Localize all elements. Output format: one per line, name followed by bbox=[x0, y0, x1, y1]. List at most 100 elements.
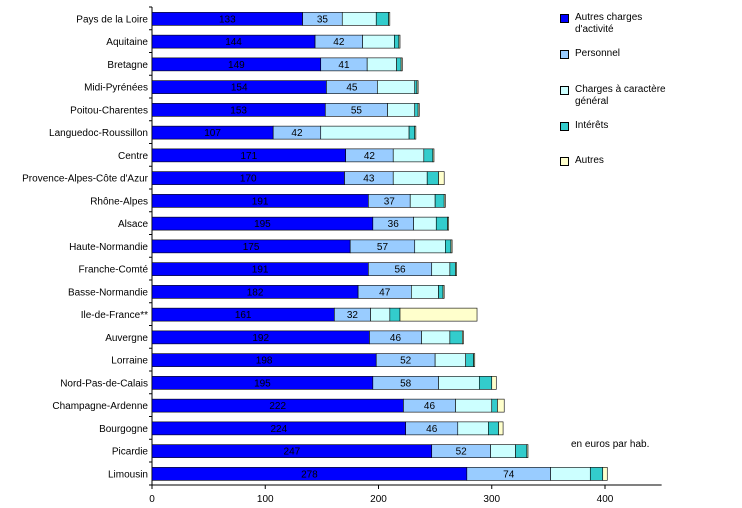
bar-segment bbox=[443, 194, 446, 208]
data-label: 224 bbox=[270, 424, 287, 435]
category-label: Centre bbox=[118, 151, 148, 162]
bar-segment bbox=[438, 376, 480, 390]
category-label: Poitou-Charentes bbox=[70, 105, 148, 116]
bar-segment bbox=[473, 353, 476, 367]
bar-segment bbox=[320, 125, 410, 140]
data-label: 154 bbox=[231, 83, 248, 94]
bar-segment bbox=[362, 34, 395, 49]
data-label: 52 bbox=[400, 356, 412, 367]
bar-segment bbox=[497, 398, 505, 413]
legend-label: Intérêts bbox=[575, 120, 609, 131]
bar-segment bbox=[490, 444, 516, 458]
bar-segment bbox=[449, 262, 456, 276]
bar-segment bbox=[399, 307, 478, 322]
bar-segment bbox=[438, 285, 444, 299]
x-tick-label: 200 bbox=[370, 494, 387, 505]
bar-segment bbox=[445, 239, 452, 254]
bar-segment bbox=[450, 239, 453, 254]
x-tick-label: 0 bbox=[149, 494, 155, 505]
bar-segment bbox=[465, 353, 474, 367]
data-label: 149 bbox=[228, 60, 245, 71]
bar-segment bbox=[447, 216, 450, 231]
category-label: Limousin bbox=[108, 469, 148, 480]
data-label: 47 bbox=[379, 287, 391, 298]
bar-segment bbox=[421, 330, 451, 345]
bar-segment bbox=[411, 285, 439, 299]
data-label: 198 bbox=[256, 356, 273, 367]
bar-segment bbox=[478, 376, 493, 390]
category-label: Ile-de-France** bbox=[81, 310, 148, 321]
legend-label: Charges à caractère général bbox=[575, 84, 666, 107]
legend-label: Autres bbox=[575, 155, 604, 166]
bar-segment bbox=[423, 148, 434, 163]
legend-swatch bbox=[560, 86, 569, 95]
bar-segment bbox=[414, 239, 446, 254]
bar-segment bbox=[589, 467, 604, 481]
data-label: 191 bbox=[252, 265, 269, 276]
bar-segment bbox=[392, 171, 428, 185]
data-label: 36 bbox=[388, 219, 400, 230]
bar-segment bbox=[370, 307, 391, 322]
legend-item-autres: Autres bbox=[560, 155, 604, 167]
data-label: 43 bbox=[363, 174, 375, 185]
legend-swatch bbox=[560, 157, 569, 166]
bar-segment bbox=[449, 330, 463, 345]
bar-segment bbox=[400, 57, 403, 72]
data-label: 247 bbox=[284, 447, 301, 458]
legend-swatch bbox=[560, 14, 569, 23]
data-label: 41 bbox=[338, 60, 350, 71]
data-label: 42 bbox=[291, 128, 303, 139]
bar-segment bbox=[341, 12, 377, 26]
data-label: 175 bbox=[243, 242, 260, 253]
data-label: 192 bbox=[252, 333, 269, 344]
bar-segment bbox=[438, 171, 445, 185]
category-label: Nord-Pas-de-Calais bbox=[60, 378, 148, 389]
category-label: Picardie bbox=[112, 447, 149, 458]
category-labels: Pays de la Loire Aquitaine Bretagne Midi-Py… bbox=[22, 14, 149, 480]
bar-segment bbox=[414, 103, 419, 117]
data-label: 278 bbox=[301, 469, 318, 480]
legend-item-personnel: Personnel bbox=[560, 48, 620, 60]
data-label: 42 bbox=[333, 37, 345, 48]
category-label: Languedoc-Roussillon bbox=[49, 128, 148, 139]
legend-item-autres-charges: Autres charges d'activité bbox=[560, 12, 675, 36]
bar-segment bbox=[426, 171, 439, 185]
category-label: Midi-Pyrénées bbox=[84, 83, 148, 94]
data-label: 46 bbox=[424, 401, 436, 412]
x-tick-label: 400 bbox=[597, 494, 614, 505]
data-label: 55 bbox=[351, 105, 363, 116]
legend-item-interets: Intérêts bbox=[560, 120, 608, 132]
bar-segment bbox=[409, 194, 436, 208]
data-label: 144 bbox=[225, 37, 242, 48]
data-label: 74 bbox=[503, 469, 515, 480]
bar-segment bbox=[442, 285, 445, 299]
bar-segment bbox=[417, 103, 420, 117]
bar-segment bbox=[377, 80, 416, 94]
category-label: Champagne-Ardenne bbox=[52, 401, 148, 412]
data-label: 45 bbox=[346, 83, 358, 94]
data-label: 37 bbox=[384, 196, 396, 207]
legend-label: Personnel bbox=[575, 48, 621, 59]
bar-segment bbox=[498, 421, 504, 436]
bar-segment bbox=[435, 216, 448, 231]
legend-item-charges-generales: Charges à caractère général bbox=[560, 84, 685, 108]
bar-segment bbox=[416, 80, 419, 94]
data-label: 161 bbox=[235, 310, 252, 321]
bar-segment bbox=[414, 80, 418, 94]
category-label: Provence-Alpes-Côte d'Azur bbox=[22, 174, 149, 185]
data-label: 107 bbox=[204, 128, 221, 139]
data-label: 195 bbox=[254, 219, 271, 230]
bar-segment bbox=[387, 103, 416, 117]
category-label: Bourgogne bbox=[99, 424, 148, 435]
data-label: 195 bbox=[254, 378, 271, 389]
bar-segment bbox=[455, 398, 493, 413]
bar-segment bbox=[434, 194, 445, 208]
data-label: 42 bbox=[364, 151, 376, 162]
bar-segment bbox=[392, 148, 425, 163]
bar-segment bbox=[414, 125, 417, 140]
bar-segment bbox=[491, 398, 498, 413]
bar-segment bbox=[413, 216, 437, 231]
bar-segment bbox=[455, 262, 457, 276]
units-annotation: en euros par hab. bbox=[571, 439, 650, 450]
